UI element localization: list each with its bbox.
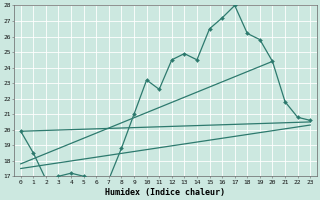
X-axis label: Humidex (Indice chaleur): Humidex (Indice chaleur): [106, 188, 226, 197]
